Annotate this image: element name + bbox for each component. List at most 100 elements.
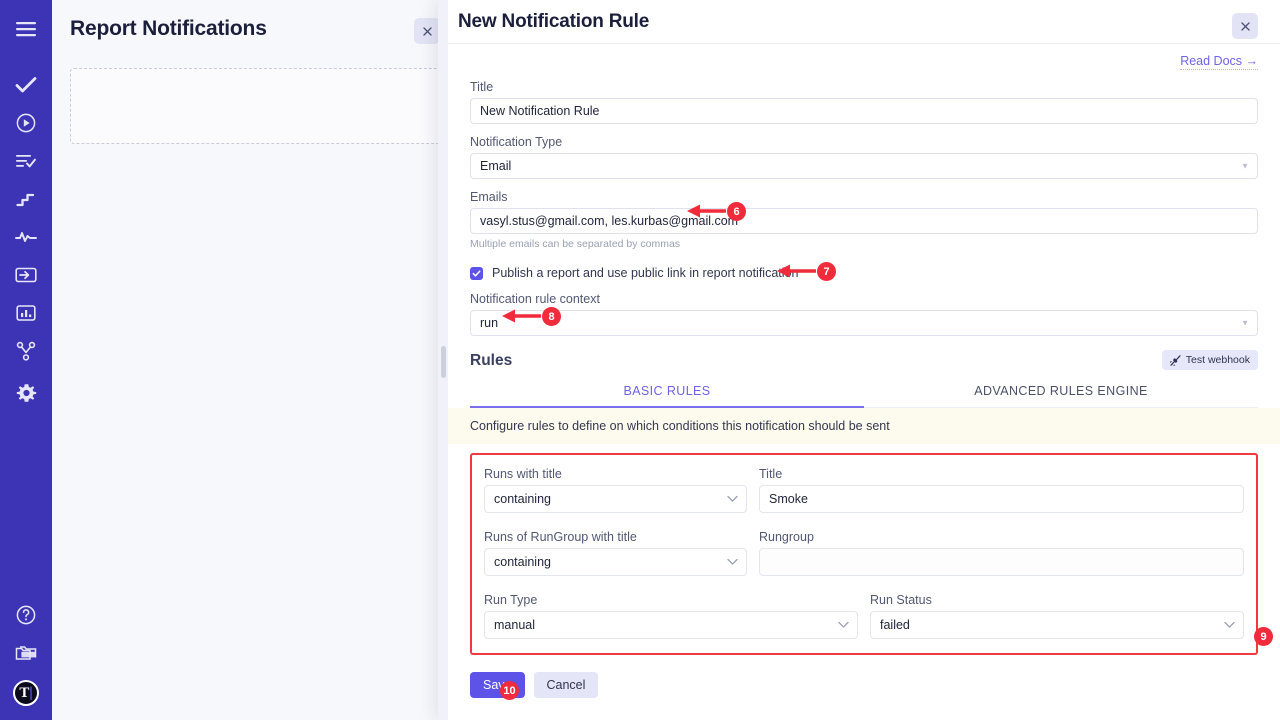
brand-logo-letter: T| xyxy=(19,684,33,701)
sidebar-item-integrations[interactable] xyxy=(0,332,52,370)
runs-with-title-select[interactable]: containing xyxy=(484,485,747,513)
notification-type-label: Notification Type xyxy=(470,135,563,149)
docs-row: Read Docs → xyxy=(470,44,1258,80)
hamburger-menu-icon xyxy=(15,21,37,37)
sidebar-item-steps[interactable] xyxy=(0,180,52,218)
rungroup-value-group: Rungroup xyxy=(759,530,1244,576)
runs-of-rungroup-select[interactable]: containing xyxy=(484,548,747,576)
rules-header-row: Rules Test webhook xyxy=(470,350,1258,370)
report-notifications-panel: Report Notifications No report not Add N… xyxy=(52,0,770,720)
sidebar: T| xyxy=(0,0,52,720)
sidebar-item-settings[interactable] xyxy=(0,374,52,412)
tab-advanced-rules-engine[interactable]: ADVANCED RULES ENGINE xyxy=(974,384,1148,398)
rule-title-input[interactable] xyxy=(759,485,1244,513)
run-type-label: Run Type xyxy=(484,593,538,607)
list-check-icon xyxy=(15,153,37,169)
play-circle-icon xyxy=(16,113,36,133)
runs-of-rungroup-label: Runs of RunGroup with title xyxy=(484,530,637,544)
check-icon xyxy=(15,76,37,94)
read-docs-link[interactable]: Read Docs → xyxy=(1180,54,1258,70)
annotation-badge-10: 10 xyxy=(500,681,519,700)
sidebar-item-runs[interactable] xyxy=(0,104,52,142)
run-type-select[interactable]: manual xyxy=(484,611,858,639)
sidebar-item-reports[interactable] xyxy=(0,294,52,332)
panel-close-button[interactable] xyxy=(414,18,440,44)
test-webhook-label: Test webhook xyxy=(1185,354,1250,366)
activity-pulse-icon xyxy=(15,230,37,244)
runs-with-title-group: Runs with title containing xyxy=(484,467,747,513)
publish-checkbox-label: Publish a report and use public link in … xyxy=(492,266,799,280)
title-input[interactable] xyxy=(470,98,1258,124)
runs-with-title-label: Runs with title xyxy=(484,467,562,481)
runs-with-title-value: containing xyxy=(494,492,551,506)
sidebar-item-hamburger-menu[interactable] xyxy=(0,10,52,48)
emails-field-block: Emails Multiple emails can be separated … xyxy=(470,190,1258,250)
modal-scrollbar[interactable] xyxy=(438,0,448,720)
emails-input[interactable] xyxy=(470,208,1258,234)
rungroup-label: Rungroup xyxy=(759,530,814,544)
modal-scrollbar-thumb[interactable] xyxy=(440,346,446,378)
sidebar-item-imports[interactable] xyxy=(0,256,52,294)
active-tab-underline xyxy=(470,406,864,408)
rules-info-banner: Configure rules to define on which condi… xyxy=(448,408,1280,444)
title-value-group: Title xyxy=(759,467,1244,513)
close-icon xyxy=(1240,21,1250,31)
sidebar-item-help[interactable] xyxy=(0,596,52,634)
emails-hint: Multiple emails can be separated by comm… xyxy=(470,238,681,250)
rules-tabs: BASIC RULES ADVANCED RULES ENGINE xyxy=(470,376,1258,408)
chevron-down-icon xyxy=(838,621,849,629)
rule-title-label: Title xyxy=(759,467,783,481)
plug-connect-icon xyxy=(1169,354,1181,366)
modal-body: Read Docs → Title Notification Type ▼ Em… xyxy=(448,44,1280,720)
annotation-badge-7: 7 xyxy=(817,262,836,281)
publish-checkbox[interactable] xyxy=(470,266,483,280)
modal-close-button[interactable] xyxy=(1232,13,1258,39)
notification-type-select[interactable]: ▼ xyxy=(470,153,1258,179)
run-status-select[interactable]: failed xyxy=(870,611,1244,639)
page-title: Report Notifications xyxy=(70,17,267,40)
steps-icon xyxy=(16,190,36,208)
chevron-down-icon xyxy=(727,495,738,503)
rule-row-run-type-status: Run Type manual Run Status failed xyxy=(484,593,1244,639)
publish-checkbox-row[interactable]: Publish a report and use public link in … xyxy=(470,266,1258,280)
rungroup-input[interactable] xyxy=(759,548,1244,576)
annotation-badge-8: 8 xyxy=(542,307,561,326)
runs-of-rungroup-group: Runs of RunGroup with title containing xyxy=(484,530,747,576)
run-status-value: failed xyxy=(880,618,910,632)
sidebar-item-projects[interactable] xyxy=(0,634,52,672)
rules-box: Runs with title containing Title xyxy=(470,453,1258,655)
rule-row-rungroup: Runs of RunGroup with title containing R… xyxy=(484,530,1244,576)
annotation-badge-9: 9 xyxy=(1254,627,1273,646)
run-type-group: Run Type manual xyxy=(484,593,858,639)
context-select[interactable]: ▼ xyxy=(470,310,1258,336)
annotation-badge-6: 6 xyxy=(727,202,746,221)
panel-header: Report Notifications xyxy=(52,0,440,58)
cancel-button[interactable]: Cancel xyxy=(533,672,599,698)
run-type-value: manual xyxy=(494,618,535,632)
sidebar-item-tests[interactable] xyxy=(0,66,52,104)
test-webhook-button[interactable]: Test webhook xyxy=(1161,350,1258,370)
modal-header: New Notification Rule xyxy=(448,0,1280,44)
context-value[interactable] xyxy=(470,310,1258,336)
rule-row-title: Runs with title containing Title xyxy=(484,467,1244,513)
tab-basic-rules[interactable]: BASIC RULES xyxy=(623,384,711,398)
checkmark-icon xyxy=(472,269,481,278)
brand-logo[interactable]: T| xyxy=(13,680,39,706)
chevron-down-icon xyxy=(1224,621,1235,629)
sidebar-item-activity[interactable] xyxy=(0,218,52,256)
new-notification-rule-modal: New Notification Rule Read Docs → Title … xyxy=(438,0,1280,720)
modal-footer: Save Cancel xyxy=(470,672,1258,698)
context-field-block: Notification rule context ▼ xyxy=(470,292,1258,336)
notification-type-value[interactable] xyxy=(470,153,1258,179)
gear-icon xyxy=(16,383,37,404)
title-label: Title xyxy=(470,80,494,94)
folder-icon xyxy=(15,644,37,662)
bar-chart-icon xyxy=(16,304,36,322)
share-nodes-icon xyxy=(16,341,36,361)
chevron-down-icon xyxy=(727,558,738,566)
run-status-label: Run Status xyxy=(870,593,932,607)
run-status-group: Run Status failed xyxy=(870,593,1244,639)
sidebar-item-checklists[interactable] xyxy=(0,142,52,180)
context-label: Notification rule context xyxy=(470,292,600,306)
